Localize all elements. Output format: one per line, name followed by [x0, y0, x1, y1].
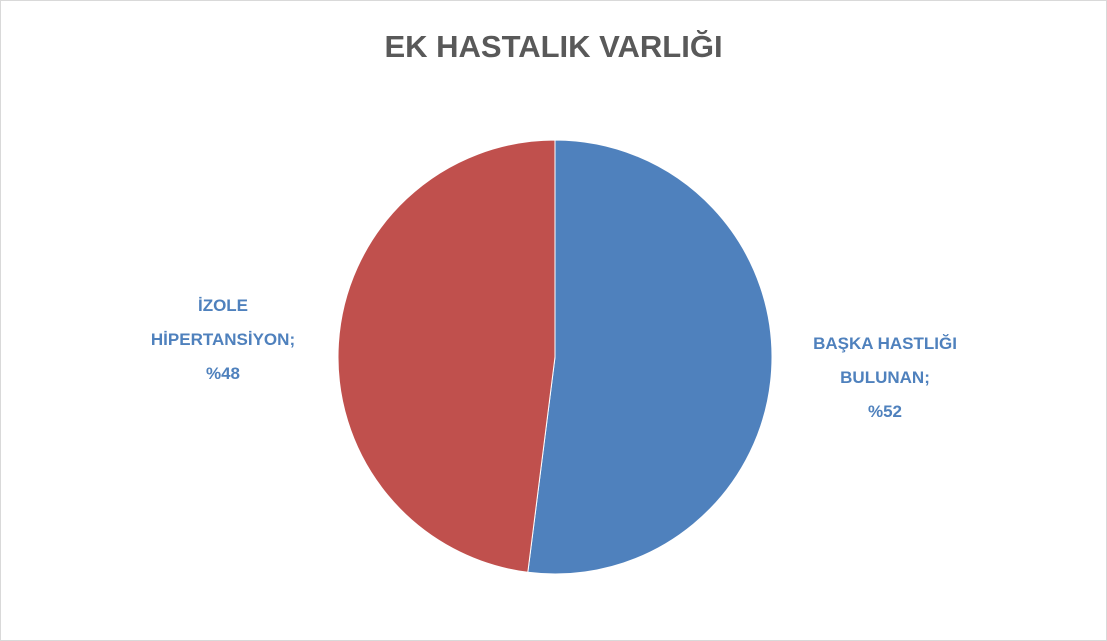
category-label: BAŞKA HASTLIĞI BULUNAN [813, 334, 957, 387]
pie-slice [527, 139, 773, 575]
chart-title: EK HASTALIK VARLIĞI [384, 29, 723, 64]
data-label: İZOLE HİPERTANSİYON; %48 [143, 289, 303, 391]
label-separator: ; [289, 330, 296, 349]
value-label: %52 [867, 402, 903, 421]
label-separator: ; [924, 368, 930, 387]
data-label: BAŞKA HASTLIĞI BULUNAN; %52 [785, 327, 985, 429]
pie-slice [337, 139, 556, 573]
category-label: İZOLE HİPERTANSİYON [150, 296, 290, 349]
value-label: %48 [205, 364, 241, 383]
